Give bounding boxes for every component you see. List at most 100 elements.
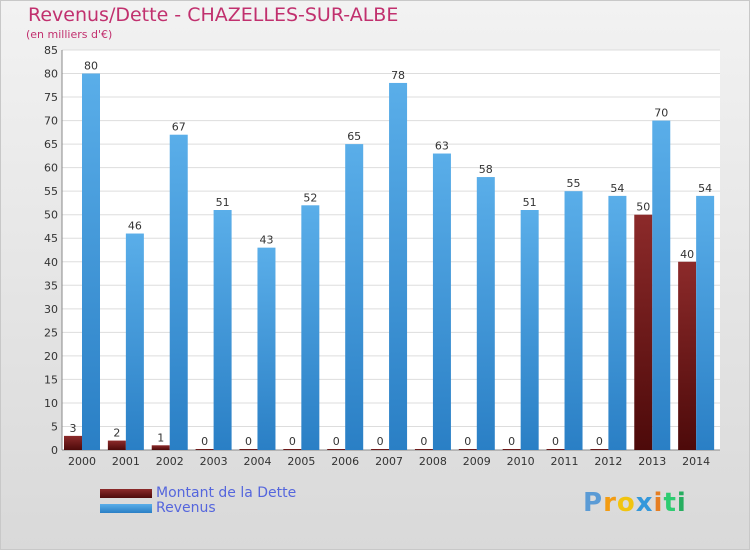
y-tick-label: 40 — [44, 256, 58, 269]
y-tick-label: 10 — [44, 397, 58, 410]
y-tick-label: 70 — [44, 115, 58, 128]
chart-subtitle: (en milliers d'€) — [26, 28, 113, 41]
y-tick-label: 75 — [44, 91, 58, 104]
value-label-debt-2014: 40 — [680, 248, 694, 261]
value-label-revenue-2008: 63 — [435, 140, 449, 153]
bar-debt-2002 — [151, 445, 170, 450]
value-label-revenue-2013: 70 — [654, 107, 668, 120]
logo-letter: o — [616, 488, 636, 518]
value-label-debt-2004: 0 — [245, 435, 252, 448]
bar-debt-2012 — [590, 449, 609, 450]
y-tick-label: 50 — [44, 209, 58, 222]
x-tick-label: 2014 — [682, 455, 710, 468]
value-label-revenue-2005: 52 — [303, 191, 317, 204]
y-tick-label: 20 — [44, 350, 58, 363]
x-tick-label: 2000 — [68, 455, 96, 468]
x-tick-label: 2009 — [463, 455, 491, 468]
bar-debt-2003 — [195, 449, 214, 450]
value-label-revenue-2012: 54 — [610, 182, 624, 195]
value-label-debt-2001: 2 — [113, 427, 120, 440]
bar-debt-2013 — [634, 214, 653, 450]
bar-debt-2011 — [546, 449, 565, 450]
value-label-debt-2010: 0 — [508, 435, 515, 448]
x-tick-label: 2005 — [287, 455, 315, 468]
x-tick-label: 2004 — [243, 455, 271, 468]
bar-debt-2000 — [64, 435, 82, 450]
bar-debt-2010 — [502, 449, 521, 450]
logo-letter: P — [583, 488, 604, 518]
bar-debt-2008 — [414, 449, 433, 450]
y-tick-label: 0 — [51, 444, 58, 457]
logo-letter: r — [603, 488, 617, 518]
bar-revenue-2011 — [564, 191, 583, 451]
logo-letter: x — [635, 488, 654, 518]
value-label-revenue-2000: 80 — [84, 60, 98, 73]
value-label-debt-2006: 0 — [333, 435, 340, 448]
value-label-revenue-2001: 46 — [128, 220, 142, 233]
bar-revenue-2014 — [696, 195, 715, 450]
x-tick-label: 2008 — [419, 455, 447, 468]
y-tick-label: 55 — [44, 185, 58, 198]
value-label-debt-2003: 0 — [201, 435, 208, 448]
value-label-revenue-2009: 58 — [479, 163, 493, 176]
x-tick-label: 2011 — [551, 455, 579, 468]
bar-revenue-2000 — [82, 73, 100, 450]
y-tick-label: 65 — [44, 138, 58, 151]
x-tick-label: 2006 — [331, 455, 359, 468]
y-tick-label: 45 — [44, 232, 58, 245]
bar-debt-2014 — [678, 261, 697, 450]
bar-revenue-2009 — [476, 177, 495, 450]
x-tick-label: 2007 — [375, 455, 403, 468]
legend-label-revenue: Revenus — [156, 500, 216, 516]
bar-revenue-2006 — [345, 144, 364, 450]
bar-revenue-2008 — [432, 153, 451, 450]
value-label-debt-2009: 0 — [464, 435, 471, 448]
logo-letter: t — [663, 488, 677, 518]
y-tick-label: 80 — [44, 68, 58, 81]
y-tick-label: 15 — [44, 373, 58, 386]
proxiti-logo: Proxiti — [583, 488, 687, 518]
value-label-revenue-2010: 51 — [523, 196, 537, 209]
value-label-debt-2013: 50 — [636, 201, 650, 214]
value-label-revenue-2003: 51 — [216, 196, 230, 209]
x-tick-label: 2013 — [638, 455, 666, 468]
value-label-revenue-2011: 55 — [567, 177, 581, 190]
logo-letter: i — [676, 488, 687, 518]
value-label-revenue-2007: 78 — [391, 69, 405, 82]
bar-revenue-2002 — [169, 134, 188, 451]
bar-debt-2005 — [283, 449, 302, 450]
legend-swatch-revenue — [100, 504, 152, 513]
bar-revenue-2010 — [520, 210, 539, 450]
y-tick-label: 25 — [44, 326, 58, 339]
x-tick-label: 2010 — [507, 455, 535, 468]
x-tick-label: 2003 — [200, 455, 228, 468]
bar-debt-2006 — [327, 449, 346, 450]
bar-debt-2007 — [371, 449, 390, 450]
bar-revenue-2004 — [257, 247, 276, 450]
logo-letter: i — [653, 488, 664, 518]
bar-revenue-2012 — [608, 195, 627, 450]
bar-revenue-2013 — [652, 120, 671, 451]
bar-revenue-2005 — [301, 205, 320, 450]
bar-revenue-2003 — [213, 210, 232, 450]
value-label-debt-2005: 0 — [289, 435, 296, 448]
value-label-debt-2011: 0 — [552, 435, 559, 448]
y-tick-label: 35 — [44, 279, 58, 292]
value-label-debt-2012: 0 — [596, 435, 603, 448]
value-label-revenue-2002: 67 — [172, 121, 186, 134]
bar-revenue-2007 — [389, 82, 408, 451]
bar-revenue-2001 — [125, 233, 144, 450]
value-label-debt-2007: 0 — [377, 435, 384, 448]
bar-debt-2004 — [239, 449, 258, 450]
value-label-revenue-2014: 54 — [698, 182, 712, 195]
y-tick-label: 85 — [44, 44, 58, 57]
x-tick-label: 2012 — [594, 455, 622, 468]
y-tick-label: 5 — [51, 420, 58, 433]
value-label-debt-2000: 3 — [70, 422, 77, 435]
y-tick-label: 60 — [44, 162, 58, 175]
x-tick-label: 2002 — [156, 455, 184, 468]
x-tick-label: 2001 — [112, 455, 140, 468]
bar-debt-2009 — [458, 449, 477, 450]
legend-swatch-debt — [100, 489, 152, 498]
